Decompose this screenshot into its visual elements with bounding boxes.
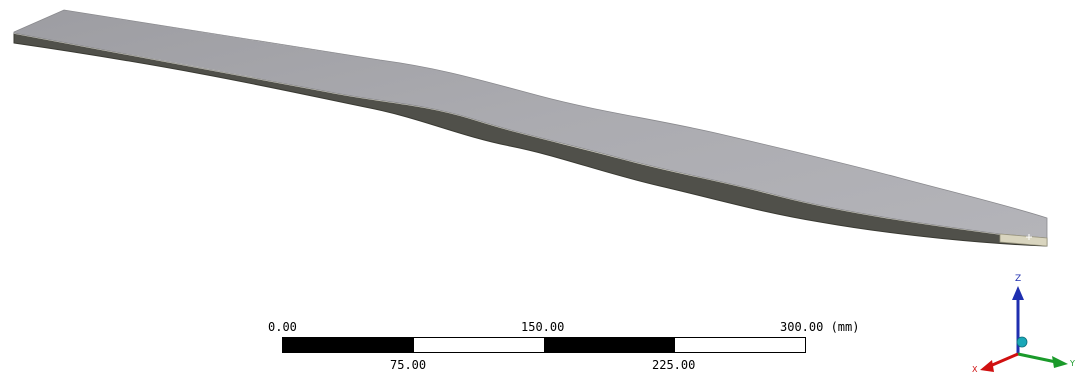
scale-segment-2: [413, 338, 544, 352]
scale-label-0: 0.00: [268, 320, 297, 334]
y-axis-arrow: [1017, 352, 1068, 368]
scale-label-150: 150.00: [521, 320, 565, 334]
x-axis-arrow: [980, 352, 1019, 372]
y-axis-label: Y: [1069, 359, 1075, 368]
strip-top-face: [13, 9, 1048, 239]
x-axis-label: X: [972, 365, 978, 374]
scale-label-225: 225.00: [652, 358, 696, 372]
scale-label-300: 300.00 (mm): [780, 320, 860, 334]
coordinate-triad[interactable]: Z Y X: [964, 268, 1080, 378]
vertex-marker-icon: [1026, 234, 1032, 240]
scale-segment-4: [674, 338, 805, 352]
triad-origin-icon: [1016, 336, 1028, 348]
scale-label-75: 75.00: [390, 358, 427, 372]
model-geometry[interactable]: [0, 0, 1080, 300]
z-axis-label: Z: [1015, 274, 1021, 284]
scale-bar: [282, 337, 806, 353]
scale-segment-1: [283, 338, 414, 352]
scale-segment-3: [544, 338, 675, 352]
